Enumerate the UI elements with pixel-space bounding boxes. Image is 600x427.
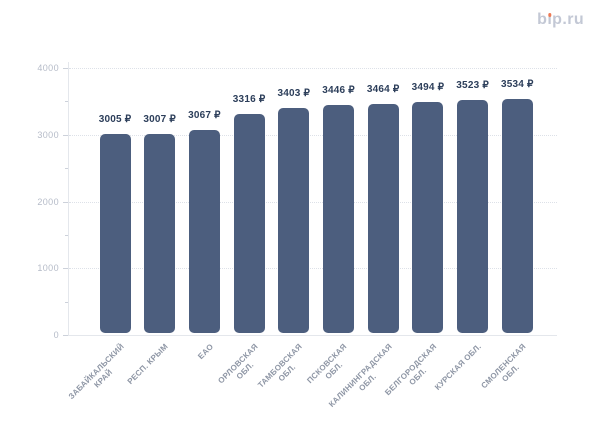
x-axis-label: СМОЛЕНСКАЯ ОБЛ. bbox=[479, 342, 528, 391]
y-tick-label: 0 bbox=[53, 330, 59, 340]
y-major-tick bbox=[63, 134, 68, 136]
y-tick-label: 4000 bbox=[37, 63, 59, 73]
bip-logo[interactable]: bı p.ru bbox=[537, 10, 584, 29]
y-major-tick bbox=[63, 335, 68, 336]
x-axis-label: ЗАБАЙКАЛЬСКИЙ КРАЙ bbox=[66, 342, 126, 402]
bar-value-label: 3067 ₽ bbox=[188, 110, 221, 122]
bar-value-label: 3494 ₽ bbox=[411, 81, 445, 93]
bar-5 bbox=[278, 107, 310, 333]
bar-value-label: 3534 ₽ bbox=[501, 79, 534, 91]
x-axis-label: ТАМБОВСКАЯ ОБЛ. bbox=[256, 342, 305, 390]
bar-6 bbox=[323, 104, 354, 333]
logo-i-stem: ı bbox=[547, 11, 553, 28]
y-minor-tick bbox=[65, 301, 68, 303]
x-axis-label: КУРСКАЯ ОБЛ. bbox=[433, 342, 483, 392]
y-minor-tick bbox=[65, 101, 68, 103]
bar-value-label: 3007 ₽ bbox=[143, 114, 176, 126]
bar-value-label: 3446 ₽ bbox=[322, 84, 355, 96]
bar-7 bbox=[367, 103, 399, 333]
x-axis-label: РЕСП. КРЫМ bbox=[125, 342, 171, 387]
y-major-tick bbox=[63, 268, 68, 270]
y-major-tick bbox=[63, 68, 68, 69]
gridline-3000 bbox=[69, 134, 557, 136]
y-minor-tick bbox=[65, 234, 68, 236]
y-minor-tick bbox=[65, 168, 68, 170]
y-tick-label: 2000 bbox=[37, 196, 59, 207]
logo-text-pru: p.ru bbox=[552, 11, 584, 28]
bar-value-label: 3523 ₽ bbox=[456, 79, 489, 91]
gridline-2000 bbox=[69, 201, 557, 203]
bar-1 bbox=[99, 134, 131, 333]
logo-text-b: b bbox=[537, 11, 548, 28]
bar-8 bbox=[412, 101, 444, 333]
bar-value-label: 3403 ₽ bbox=[277, 87, 311, 99]
bar-value-label: 3005 ₽ bbox=[98, 114, 132, 126]
bar-2 bbox=[144, 134, 176, 333]
gridline-4000 bbox=[69, 68, 557, 69]
bar-value-label: 3464 ₽ bbox=[366, 83, 400, 95]
bar-4 bbox=[233, 113, 265, 333]
logo-orange-dot bbox=[548, 13, 552, 17]
y-tick-label: 1000 bbox=[37, 263, 59, 274]
x-axis-label: ЕАО bbox=[195, 342, 215, 361]
bar-10 bbox=[501, 99, 533, 333]
bar-value-label: 3316 ₽ bbox=[232, 93, 266, 105]
bar-9 bbox=[457, 99, 489, 333]
gridline-1000 bbox=[69, 268, 557, 270]
y-major-tick bbox=[63, 201, 68, 203]
bar-3 bbox=[188, 130, 220, 333]
x-axis-line bbox=[68, 335, 557, 336]
y-tick-label: 3000 bbox=[37, 129, 59, 140]
logo-letter-i: ı bbox=[547, 10, 552, 29]
y-axis-line bbox=[68, 62, 69, 335]
